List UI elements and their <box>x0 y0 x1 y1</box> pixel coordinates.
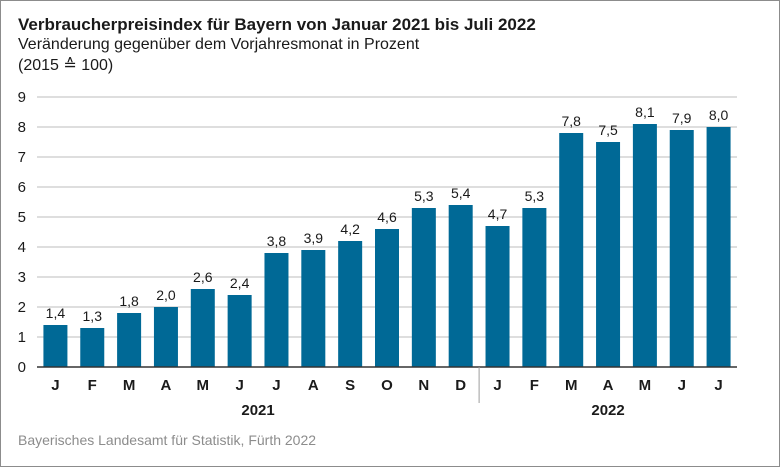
bar <box>669 130 694 367</box>
x-tick-label: J <box>714 377 722 394</box>
bar <box>596 142 621 367</box>
y-tick-label: 8 <box>18 119 26 136</box>
x-tick-label: A <box>603 377 614 394</box>
bar <box>227 295 252 367</box>
bar <box>706 127 731 367</box>
data-label: 3,9 <box>304 230 324 246</box>
data-label: 5,4 <box>451 185 471 201</box>
x-tick-label: F <box>88 377 97 394</box>
bar <box>153 307 178 367</box>
data-label: 4,6 <box>377 209 397 225</box>
year-group-label: 2021 <box>241 402 274 419</box>
year-group-label: 2022 <box>591 402 624 419</box>
bar <box>485 226 510 367</box>
data-label: 4,7 <box>488 206 508 222</box>
bar <box>448 205 473 367</box>
y-tick-label: 5 <box>18 209 26 226</box>
y-tick-label: 9 <box>18 89 26 106</box>
x-tick-label: N <box>418 377 429 394</box>
x-tick-label: M <box>639 377 652 394</box>
data-label: 3,8 <box>267 233 287 249</box>
y-tick-label: 1 <box>18 329 26 346</box>
y-tick-label: 7 <box>18 149 26 166</box>
bar <box>190 289 215 367</box>
bar <box>411 208 436 367</box>
bar <box>375 229 399 367</box>
x-tick-label: M <box>123 377 136 394</box>
data-label: 8,0 <box>709 107 729 123</box>
chart-subtitle: Veränderung gegenüber dem Vorjahresmonat… <box>18 36 420 53</box>
x-tick-label: M <box>197 377 210 394</box>
bar <box>338 241 363 367</box>
x-tick-label: J <box>272 377 280 394</box>
x-tick-label: J <box>51 377 59 394</box>
x-tick-label: O <box>381 377 393 394</box>
bar <box>264 253 289 367</box>
data-label: 5,3 <box>414 188 434 204</box>
data-label: 1,4 <box>46 305 66 321</box>
x-tick-label: M <box>565 377 578 394</box>
data-label: 2,6 <box>193 269 213 285</box>
bar <box>43 325 68 367</box>
y-tick-label: 0 <box>18 359 26 376</box>
x-tick-label: A <box>308 377 319 394</box>
y-tick-label: 3 <box>18 269 26 286</box>
data-label: 4,2 <box>340 221 360 237</box>
data-label: 7,8 <box>561 113 581 129</box>
y-tick-label: 4 <box>18 239 26 256</box>
source-note: Bayerisches Landesamt für Statistik, Für… <box>18 432 317 448</box>
x-tick-label: S <box>345 377 355 394</box>
x-tick-label: F <box>530 377 539 394</box>
bar <box>632 124 657 367</box>
x-tick-label: D <box>455 377 466 394</box>
data-label: 7,9 <box>672 110 692 126</box>
data-label: 2,4 <box>230 275 250 291</box>
chart-title: Verbraucherpreisindex für Bayern von Jan… <box>18 15 536 34</box>
data-label: 8,1 <box>635 104 655 120</box>
bar <box>559 133 584 367</box>
y-tick-label: 2 <box>18 299 26 316</box>
bar <box>301 250 326 367</box>
y-tick-label: 6 <box>18 179 26 196</box>
bar <box>522 208 547 367</box>
x-tick-label: J <box>235 377 243 394</box>
x-tick-label: J <box>678 377 686 394</box>
chart-base-year-note: (2015 ≙ 100) <box>18 57 114 74</box>
bar <box>117 313 142 367</box>
data-label: 2,0 <box>156 287 176 303</box>
x-tick-label: J <box>493 377 501 394</box>
x-tick-label: A <box>161 377 172 394</box>
bar <box>80 328 105 367</box>
data-label: 5,3 <box>525 188 545 204</box>
data-label: 1,8 <box>119 293 139 309</box>
data-label: 7,5 <box>598 122 618 138</box>
data-label: 1,3 <box>83 308 103 324</box>
